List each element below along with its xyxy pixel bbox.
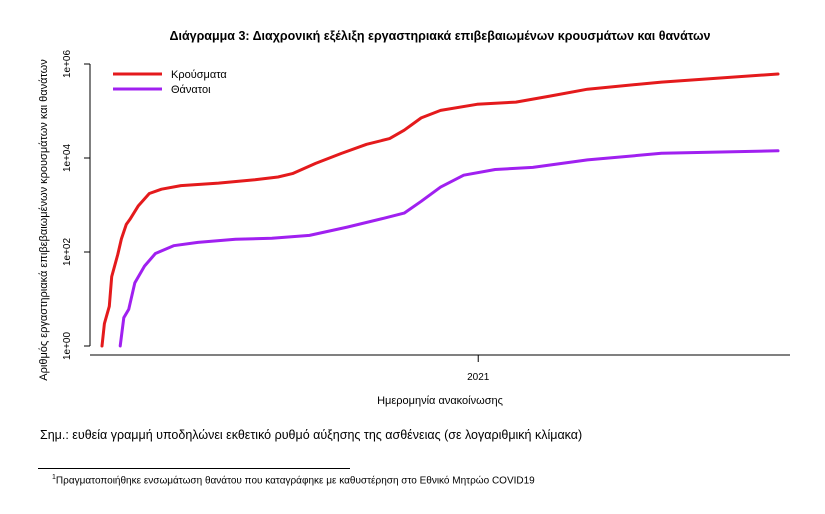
y-tick-label: 1e+04 (62, 144, 73, 173)
cases-deaths-chart: Διάγραμμα 3: Διαχρονική εξέλιξη εργαστηρ… (38, 29, 790, 407)
x-axis-label: Ημερομηνία ανακοίνωσης (377, 395, 503, 407)
footnote: 1Πραγματοποιήθηκε ενσωμάτωση θανάτου που… (52, 474, 535, 486)
chart-title: Διάγραμμα 3: Διαχρονική εξέλιξη εργαστηρ… (169, 29, 710, 43)
series-line-1 (100, 72, 780, 348)
footnote-divider (38, 468, 350, 469)
legend-label: Θάνατοι (171, 84, 211, 96)
y-axis-label: Αριθμός εργαστηριακά επιβεβαιωμένων κρου… (38, 59, 50, 381)
y-tick-label: 1e+02 (62, 238, 73, 267)
chart-note: Σημ.: ευθεία γραμμή υποδηλώνει εκθετικό … (40, 428, 583, 442)
y-tick-label: 1e+06 (62, 50, 73, 79)
footnote-text: Πραγματοποιήθηκε ενσωμάτωση θανάτου που … (55, 475, 535, 487)
y-tick-label: 1e+00 (62, 332, 73, 361)
footnote-marker: 1 (52, 474, 56, 481)
legend-label: Κρούσματα (171, 69, 227, 81)
series-line-2 (118, 149, 780, 348)
x-tick-label: 2021 (467, 372, 490, 383)
